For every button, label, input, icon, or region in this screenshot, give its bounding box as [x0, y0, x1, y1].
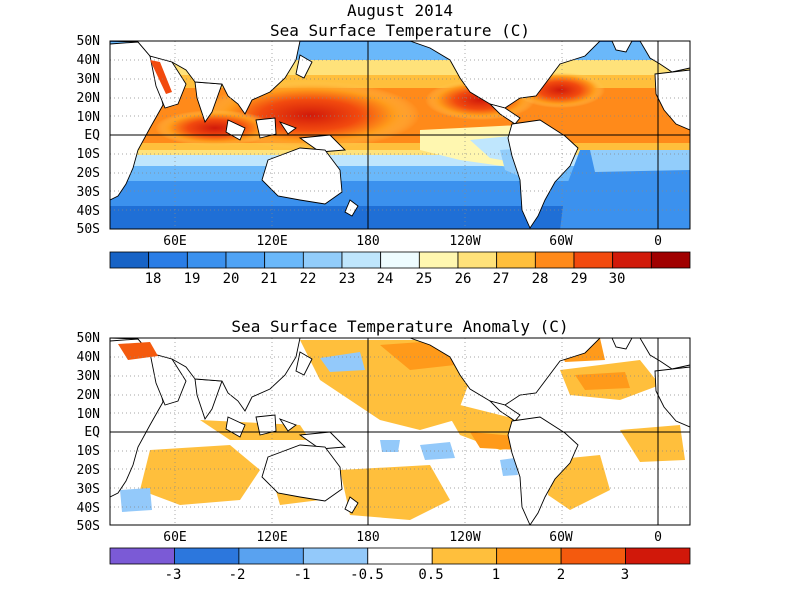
colorbar-swatch [148, 251, 188, 269]
colorbar-swatch [625, 547, 691, 565]
colorbar-swatch [109, 547, 175, 565]
colorbar-swatch [264, 251, 304, 269]
colorbar-label: 2 [556, 567, 566, 583]
colorbar-swatch [302, 251, 343, 269]
sst-map-frame [109, 40, 691, 230]
anomaly-grid [110, 338, 690, 525]
colorbar-label: 0.5 [418, 567, 444, 583]
colorbar-swatch [302, 547, 369, 565]
anomaly-map-title: Sea Surface Temperature Anomaly (C) [231, 317, 569, 336]
lon-label: 120E [256, 530, 288, 545]
lon-label: 120E [256, 234, 288, 249]
lon-label: 180 [356, 234, 380, 249]
sst-grid [110, 41, 690, 229]
colorbar-label: 29 [570, 271, 588, 287]
colorbar-swatch [573, 251, 614, 269]
colorbar-swatch [109, 251, 150, 269]
sst-colorbar [109, 251, 691, 269]
colorbar-swatch [186, 251, 227, 269]
colorbar-swatch [380, 251, 420, 269]
lat-label: 40S [76, 204, 100, 219]
colorbar-swatch [496, 251, 536, 269]
lon-label: 60E [163, 530, 187, 545]
colorbar-label: 22 [299, 271, 317, 287]
lat-label: 30N [76, 369, 100, 384]
colorbar-swatch [457, 251, 498, 269]
lon-label: 0 [654, 234, 662, 249]
lon-label: 180 [356, 530, 380, 545]
colorbar-swatch [225, 251, 266, 269]
lat-label: 10N [76, 407, 100, 422]
lat-label: EQ [84, 425, 100, 440]
colorbar-label: 19 [183, 271, 201, 287]
lat-label: 40S [76, 501, 100, 516]
colorbar-swatch [174, 547, 240, 565]
sst-map-title: Sea Surface Temperature (C) [269, 21, 531, 40]
colorbar-swatch [431, 547, 498, 565]
colorbar-label: -2 [228, 567, 246, 583]
sst-map [110, 41, 690, 229]
lat-label: 50N [76, 331, 100, 346]
lat-label: 10S [76, 444, 100, 459]
colorbar-label: 25 [415, 271, 433, 287]
lon-label: 60W [549, 234, 573, 249]
lat-label: EQ [84, 128, 100, 143]
colorbar-swatch [496, 547, 562, 565]
lon-label: 60E [163, 234, 187, 249]
colorbar-label: 28 [531, 271, 549, 287]
lon-label: 0 [654, 530, 662, 545]
lon-label: 120W [449, 530, 481, 545]
colorbar-label: 21 [260, 271, 278, 287]
lon-label: 120W [449, 234, 481, 249]
anomaly-colorbar [109, 547, 691, 565]
colorbar-label: 1 [491, 567, 501, 583]
lat-label: 20N [76, 388, 100, 403]
lat-label: 10S [76, 147, 100, 162]
lat-label: 20S [76, 166, 100, 181]
colorbar-label: 23 [338, 271, 356, 287]
lat-label: 50S [76, 222, 100, 237]
page-date-title: August 2014 [347, 1, 453, 20]
lat-label: 30S [76, 482, 100, 497]
lat-label: 40N [76, 53, 100, 68]
colorbar-label: 27 [492, 271, 510, 287]
lat-label: 20S [76, 463, 100, 478]
colorbar-label: -1 [293, 567, 311, 583]
lat-label: 30N [76, 72, 100, 87]
anomaly-map-frame [109, 337, 691, 526]
colorbar-swatch [560, 547, 626, 565]
colorbar-label: 3 [620, 567, 630, 583]
colorbar-swatch [534, 251, 575, 269]
lat-label: 30S [76, 185, 100, 200]
lat-label: 40N [76, 350, 100, 365]
colorbar-swatch [612, 251, 652, 269]
colorbar-swatch [650, 251, 691, 269]
colorbar-label: -0.5 [350, 567, 384, 583]
lat-label: 10N [76, 110, 100, 125]
colorbar-swatch [418, 251, 459, 269]
lat-label: 50S [76, 519, 100, 534]
colorbar-label: 24 [376, 271, 394, 287]
colorbar-swatch [367, 547, 433, 565]
colorbar-label: -3 [164, 567, 182, 583]
colorbar-swatch [238, 547, 304, 565]
colorbar-label: 30 [608, 271, 626, 287]
colorbar-label: 18 [144, 271, 162, 287]
lat-label: 20N [76, 91, 100, 106]
colorbar-label: 26 [454, 271, 472, 287]
lat-label: 50N [76, 34, 100, 49]
colorbar-label: 20 [222, 271, 240, 287]
lon-label: 60W [549, 530, 573, 545]
colorbar-swatch [341, 251, 382, 269]
